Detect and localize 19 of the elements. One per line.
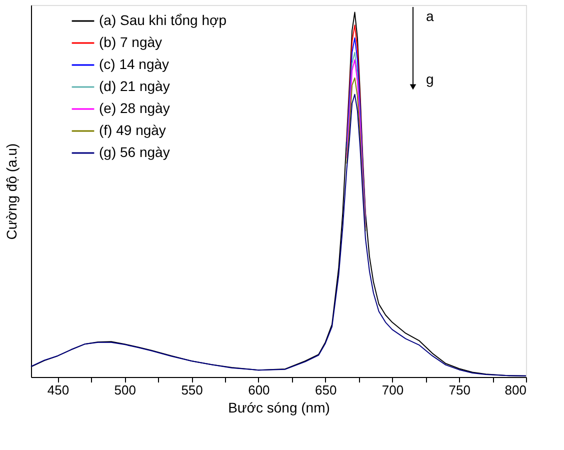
legend-label: (g) 56 ngày bbox=[99, 144, 170, 160]
legend-label: (c) 14 ngày bbox=[99, 56, 170, 72]
annotation: g bbox=[426, 71, 434, 87]
x-tick-label: 500 bbox=[114, 382, 136, 398]
legend-label: (a) Sau khi tổng hợp bbox=[99, 12, 227, 28]
x-tick-label: 800 bbox=[504, 382, 526, 398]
x-tick-label: 450 bbox=[47, 382, 70, 398]
x-tick-label: 700 bbox=[382, 382, 404, 398]
x-tick-label: 650 bbox=[314, 382, 337, 398]
legend-label: (e) 28 ngày bbox=[99, 100, 170, 116]
x-tick-label: 600 bbox=[248, 382, 270, 398]
x-tick-label: 550 bbox=[181, 382, 203, 398]
legend-label: (f) 49 ngày bbox=[99, 122, 166, 138]
legend-label: (d) 21 ngày bbox=[99, 78, 170, 94]
legend-label: (b) 7 ngày bbox=[99, 34, 162, 50]
y-axis-title: Cường độ (a.u) bbox=[4, 143, 20, 240]
x-tick-label: 750 bbox=[448, 382, 470, 398]
annotation: a bbox=[426, 8, 434, 24]
x-axis-title: Bước sóng (nm) bbox=[228, 400, 330, 416]
